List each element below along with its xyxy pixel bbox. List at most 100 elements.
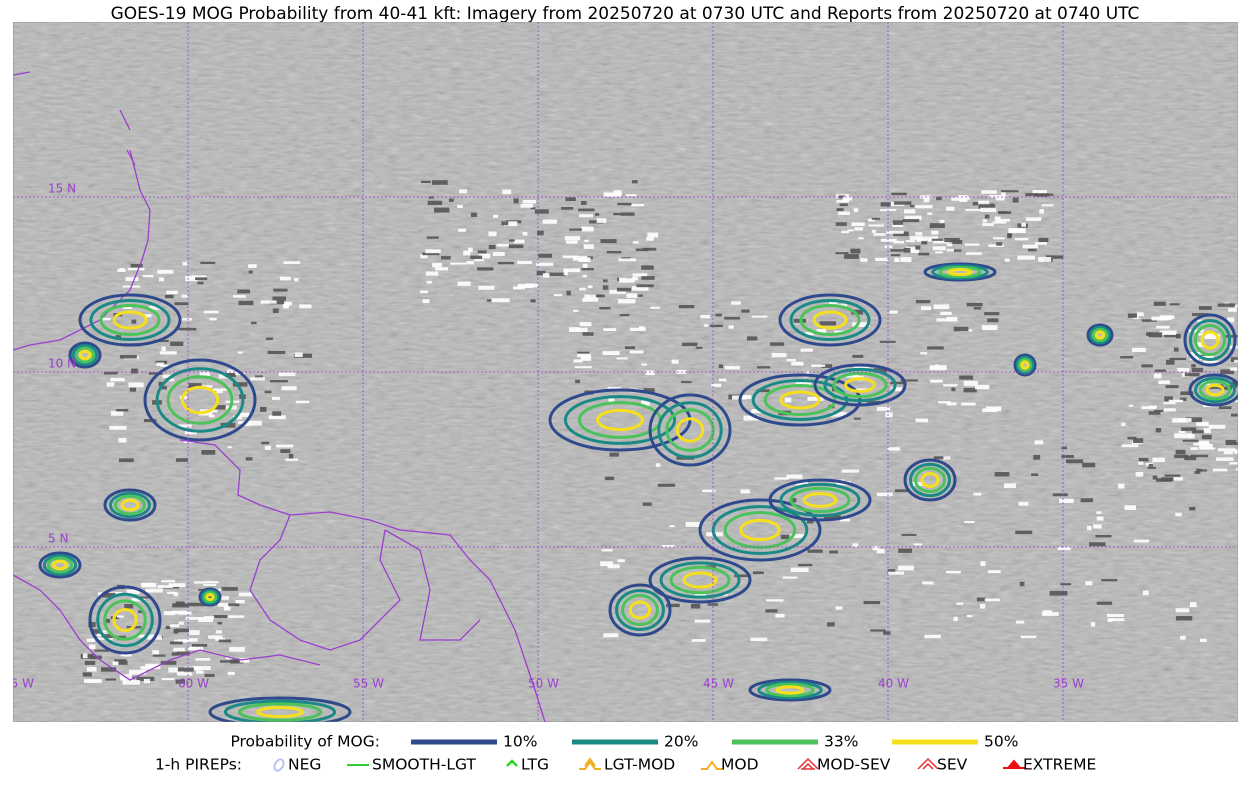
cloud-streak: [1233, 304, 1238, 308]
cloud-streak: [1085, 581, 1093, 586]
contour: [223, 699, 337, 722]
cloud-streak: [1033, 454, 1041, 460]
cloud-streak: [569, 228, 582, 231]
cloud-streak: [161, 678, 175, 681]
cloud-streak: [929, 223, 945, 228]
cloud-streak: [845, 374, 858, 378]
cloud-streak: [624, 346, 636, 350]
cloud-streak: [988, 244, 1004, 248]
cloud-streak: [420, 180, 431, 184]
cloud-streak: [981, 325, 998, 330]
cloud-streak: [156, 362, 164, 366]
cloud-streak: [578, 208, 595, 212]
cloud-streak: [432, 262, 442, 268]
cloud-streak: [103, 618, 110, 623]
cloud-streak: [223, 607, 231, 611]
contour: [1094, 330, 1106, 340]
contour: [812, 310, 848, 330]
cloud-streak: [876, 406, 891, 411]
cloud-streak: [782, 576, 798, 579]
cloud-streak: [458, 228, 467, 232]
cloud-streak: [508, 239, 515, 242]
cloud-streak: [478, 253, 491, 259]
cloud-streak: [273, 288, 288, 292]
cloud-streak: [601, 549, 613, 552]
cloud-streak: [915, 418, 929, 423]
cloud-streak: [994, 216, 1001, 220]
cloud-streak: [857, 324, 862, 327]
cloud-streak: [536, 270, 546, 276]
cloud-streak: [790, 567, 809, 573]
cloud-streak: [131, 368, 138, 374]
cloud-streak: [1020, 635, 1037, 639]
cloud-streak: [1017, 255, 1036, 260]
cloud-streak: [119, 355, 137, 359]
cloud-streak: [1237, 423, 1238, 428]
cloud-streak: [250, 321, 257, 325]
cloud-streak: [645, 370, 655, 376]
cloud-streak: [984, 312, 1000, 316]
cloud-streak: [563, 270, 568, 276]
cloud-streak: [168, 583, 186, 588]
cloud-streak: [700, 314, 710, 319]
cloud-streak: [271, 396, 280, 400]
cloud-streak: [170, 341, 184, 347]
cloud-streak: [553, 294, 563, 297]
cloud-streak: [281, 386, 297, 391]
cloud-streak: [145, 588, 163, 593]
cloud-streak: [227, 446, 232, 449]
cloud-streak: [1015, 530, 1033, 535]
cloud-streak: [984, 598, 1000, 602]
cloud-streak: [1135, 471, 1144, 477]
cloud-streak: [1148, 332, 1163, 338]
cloud-streak: [931, 230, 939, 235]
cloud-streak: [829, 550, 838, 554]
cloud-streak: [148, 372, 163, 375]
cloud-streak: [84, 679, 102, 683]
cloud-streak: [630, 327, 646, 331]
legend-icon: [917, 757, 939, 770]
cloud-streak: [459, 189, 468, 194]
cloud-streak: [573, 359, 583, 363]
island-chain: [13, 149, 151, 351]
cloud-streak: [980, 207, 997, 212]
cloud-streak: [155, 360, 168, 364]
cloud-streak: [1189, 329, 1204, 333]
cloud-streak: [1148, 411, 1161, 415]
cloud-streak: [998, 211, 1012, 214]
contour: [166, 375, 234, 425]
cloud-streak: [131, 598, 145, 602]
cloud-streak: [173, 647, 185, 652]
cloud-streak: [441, 256, 451, 260]
contour: [789, 486, 851, 514]
cloud-streak: [260, 406, 267, 412]
cloud-streak: [1235, 400, 1238, 403]
cloud-streak: [711, 383, 722, 388]
cloud-streak: [1014, 237, 1029, 241]
cloud-streak: [285, 458, 299, 461]
cloud-streak: [492, 214, 499, 218]
cloud-streak: [642, 247, 657, 251]
cloud-streak: [893, 240, 905, 244]
contour: [103, 488, 157, 522]
cloud-streak: [932, 238, 950, 244]
cloud-streak: [753, 571, 764, 575]
cloud-streak: [1234, 359, 1238, 363]
cloud-streak: [463, 250, 471, 256]
cloud-streak: [883, 631, 891, 635]
cloud-streak: [643, 388, 655, 394]
cloud-streak: [1018, 501, 1029, 506]
cloud-streak: [1146, 332, 1152, 336]
cloud-streak: [1082, 462, 1096, 468]
cloud-streak: [886, 230, 904, 234]
cloud-streak: [1148, 463, 1154, 467]
cloud-streak: [972, 201, 978, 206]
cloud-streak: [218, 373, 230, 379]
cloud-streak: [671, 359, 679, 364]
cloud-streak: [171, 652, 179, 656]
cloud-streak: [875, 257, 889, 262]
cloud-streak: [1181, 427, 1197, 431]
cloud-streak: [927, 212, 933, 215]
cloud-streak: [863, 601, 881, 605]
